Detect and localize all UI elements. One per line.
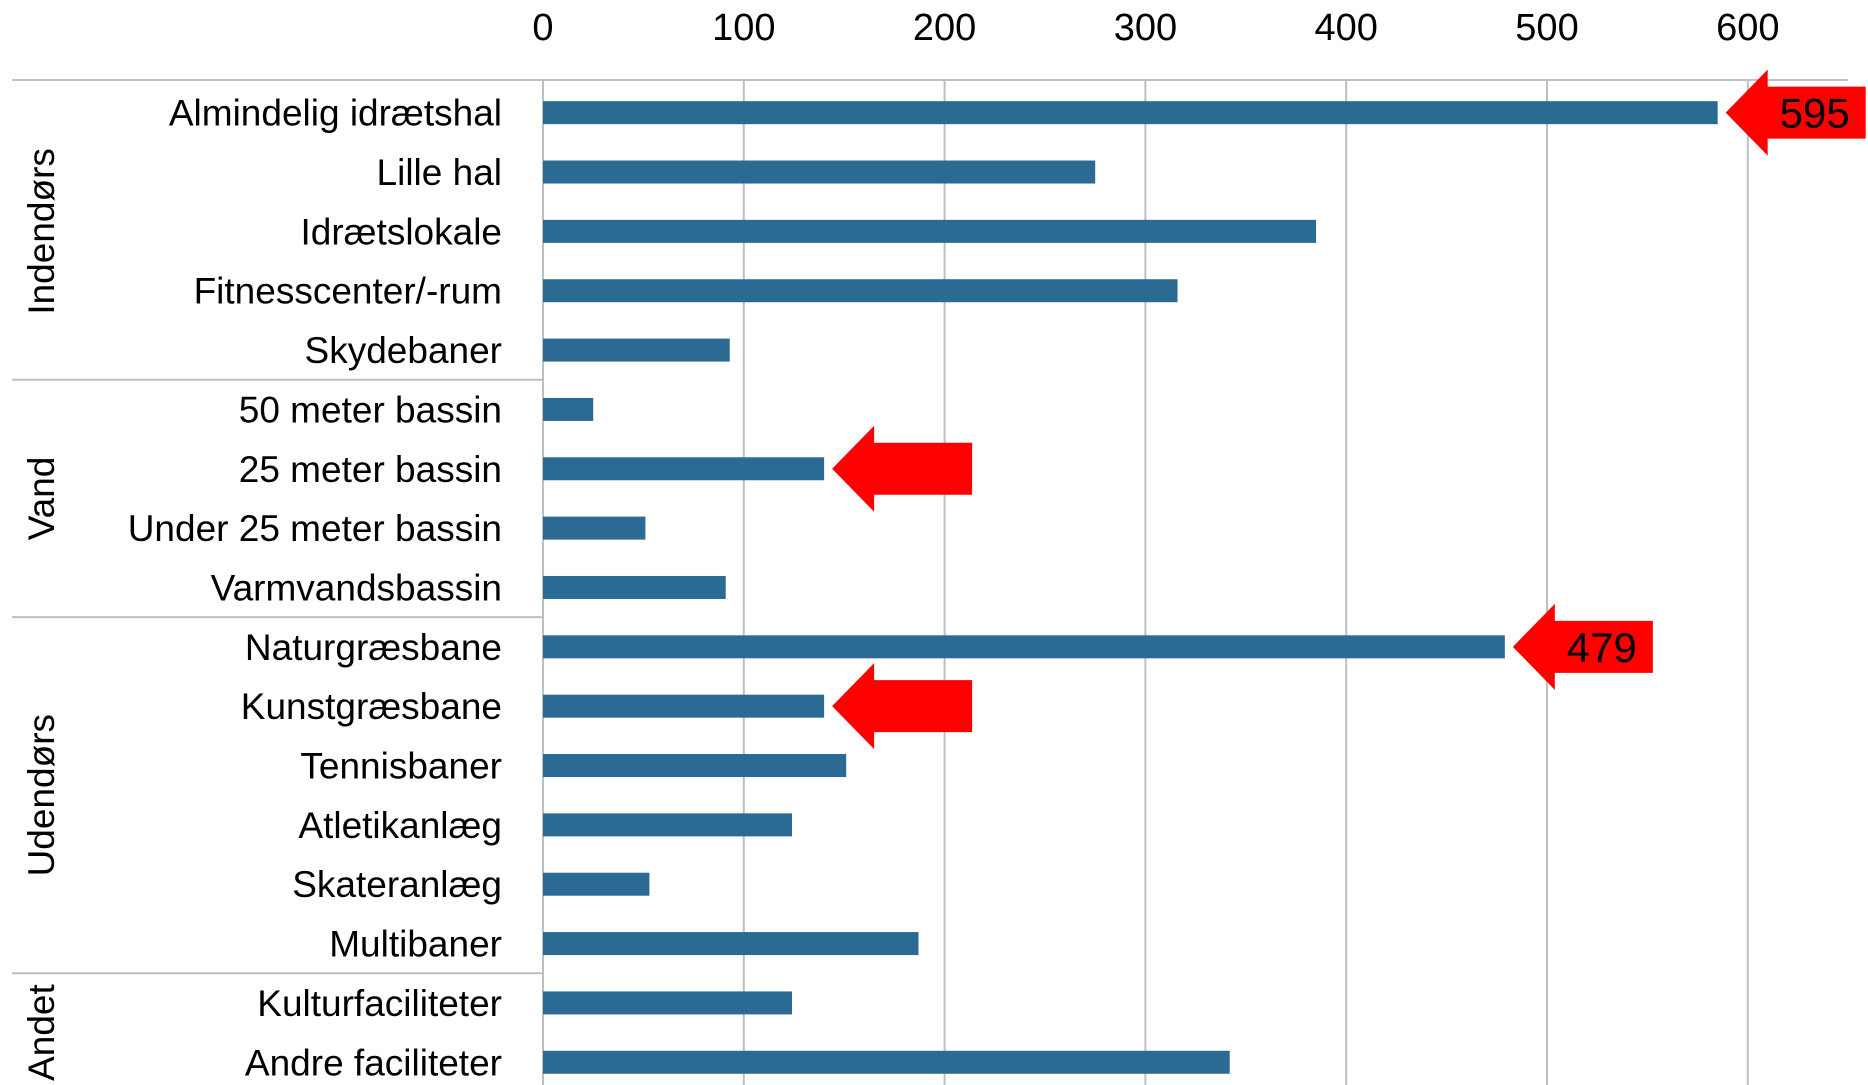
category-label: Tennisbaner <box>300 746 502 787</box>
red-arrow-annotation <box>832 425 973 512</box>
x-tick-label: 200 <box>913 7 976 49</box>
category-label: Varmvandsbassin <box>211 567 502 608</box>
x-tick-label: 600 <box>1716 7 1779 49</box>
x-axis-tick-labels: 0 100 200 300 400 500 600 <box>532 7 1779 49</box>
category-label: 25 meter bassin <box>239 449 502 490</box>
category-label: Multibaner <box>329 924 502 965</box>
red-arrow-annotation <box>1512 603 1653 690</box>
bars <box>543 101 1718 1074</box>
group-label: Vand <box>21 457 62 541</box>
bar <box>543 694 825 718</box>
bar <box>543 338 730 362</box>
group-label: Andet <box>21 984 62 1081</box>
bar <box>543 516 646 540</box>
category-label: Naturgræsbane <box>245 627 502 668</box>
bar <box>543 397 594 421</box>
red-arrow-annotation <box>1725 69 1866 156</box>
category-label: 50 meter bassin <box>239 389 502 430</box>
bar <box>543 279 1178 303</box>
category-label: Under 25 meter bassin <box>128 508 502 549</box>
bar <box>543 219 1317 243</box>
group-labels: Indendørs Vand Udendørs Andet <box>21 148 62 1081</box>
bar <box>543 872 650 896</box>
category-labels: Almindelig idrætshal Lille hal Idrætslokal… <box>128 93 502 1084</box>
x-tick-label: 300 <box>1114 7 1177 49</box>
group-label: Udendørs <box>21 714 62 876</box>
category-label: Skateranlæg <box>292 864 502 905</box>
x-tick-label: 500 <box>1515 7 1578 49</box>
red-arrow-annotation <box>832 663 973 750</box>
x-tick-label: 400 <box>1314 7 1377 49</box>
category-label: Almindelig idrætshal <box>169 93 502 134</box>
bar <box>543 457 825 481</box>
category-label: Fitnesscenter/-rum <box>194 271 502 312</box>
group-label: Indendørs <box>21 148 62 315</box>
annotations: 595 479 <box>832 69 1866 750</box>
bar <box>543 575 726 599</box>
bar <box>543 991 792 1015</box>
category-label: Andre faciliteter <box>245 1042 502 1083</box>
bar <box>543 813 792 837</box>
annotation-label: 479 <box>1567 624 1637 671</box>
bar <box>543 932 919 956</box>
x-tick-label: 0 <box>532 7 553 49</box>
bar <box>543 101 1718 125</box>
bar <box>543 635 1505 659</box>
category-label: Lille hal <box>377 152 502 193</box>
bar <box>543 160 1096 184</box>
category-label: Kulturfaciliteter <box>257 983 502 1024</box>
gridlines <box>542 80 1749 1085</box>
group-dividers <box>12 79 1849 975</box>
category-label: Kunstgræsbane <box>241 686 502 727</box>
bar <box>543 1050 1230 1074</box>
category-label: Idrætslokale <box>300 211 502 252</box>
x-tick-label: 100 <box>712 7 775 49</box>
category-label: Skydebaner <box>305 330 502 371</box>
category-label: Atletikanlæg <box>298 805 502 846</box>
annotation-label: 595 <box>1780 90 1850 137</box>
bar <box>543 754 847 778</box>
